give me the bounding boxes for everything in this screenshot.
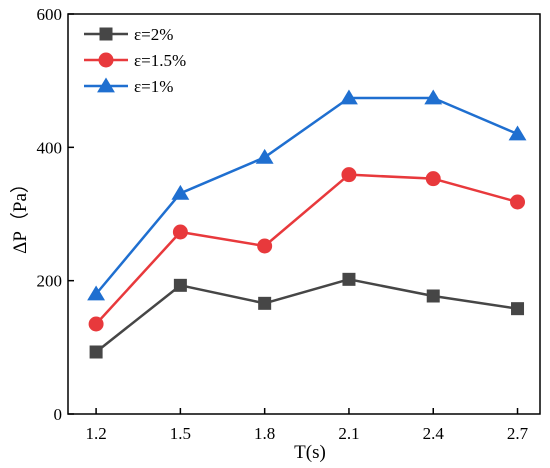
legend-marker bbox=[99, 27, 113, 41]
y-axis: 0 200 400 600 bbox=[37, 5, 74, 424]
legend-label: ε=2% bbox=[134, 25, 173, 44]
series-2 bbox=[88, 167, 526, 332]
data-point bbox=[88, 316, 104, 332]
series-line bbox=[95, 173, 518, 325]
x-tick-label: 1.2 bbox=[85, 424, 106, 443]
data-point bbox=[173, 278, 187, 292]
x-tick-label: 2.4 bbox=[423, 424, 445, 443]
series-3 bbox=[87, 89, 527, 301]
data-point bbox=[87, 285, 106, 301]
data-point bbox=[426, 289, 440, 303]
data-point bbox=[342, 272, 356, 286]
legend-item: ε=1% bbox=[84, 77, 173, 96]
legend-marker bbox=[97, 77, 115, 93]
data-point bbox=[424, 89, 443, 105]
x-axis-label: T(s) bbox=[294, 442, 326, 463]
data-point bbox=[257, 238, 273, 254]
data-point bbox=[172, 224, 188, 240]
series-layer bbox=[87, 89, 527, 359]
series-line bbox=[95, 96, 519, 295]
x-tick-label: 2.1 bbox=[338, 424, 359, 443]
legend-label: ε=1.5% bbox=[134, 51, 186, 70]
data-point bbox=[89, 345, 103, 359]
data-point bbox=[425, 171, 441, 187]
legend-label: ε=1% bbox=[134, 77, 173, 96]
plot-border bbox=[67, 13, 541, 415]
x-axis: 1.2 1.5 1.8 2.1 2.4 2.7 bbox=[85, 408, 529, 443]
data-point bbox=[258, 296, 272, 310]
x-tick-label: 1.5 bbox=[170, 424, 191, 443]
data-point bbox=[171, 184, 190, 200]
x-tick-label: 1.8 bbox=[254, 424, 275, 443]
data-point bbox=[341, 167, 357, 183]
legend: ε=2% ε=1.5% ε=1% bbox=[84, 25, 186, 96]
legend-item: ε=2% bbox=[84, 25, 173, 44]
data-point bbox=[510, 194, 526, 210]
y-tick-label: 600 bbox=[37, 5, 63, 24]
plot-area bbox=[67, 13, 541, 415]
legend-item: ε=1.5% bbox=[84, 51, 186, 70]
y-tick-label: 400 bbox=[37, 138, 63, 157]
data-point bbox=[508, 125, 527, 141]
series-1 bbox=[89, 272, 525, 359]
data-point bbox=[255, 148, 274, 164]
series-line bbox=[95, 278, 518, 353]
x-tick-label: 2.7 bbox=[507, 424, 529, 443]
y-tick-label: 200 bbox=[37, 272, 63, 291]
y-axis-label: ΔP（Pa） bbox=[9, 174, 31, 254]
legend-marker bbox=[98, 52, 114, 68]
y-tick-label: 0 bbox=[54, 405, 63, 424]
data-point bbox=[511, 302, 525, 316]
data-point bbox=[340, 89, 358, 105]
